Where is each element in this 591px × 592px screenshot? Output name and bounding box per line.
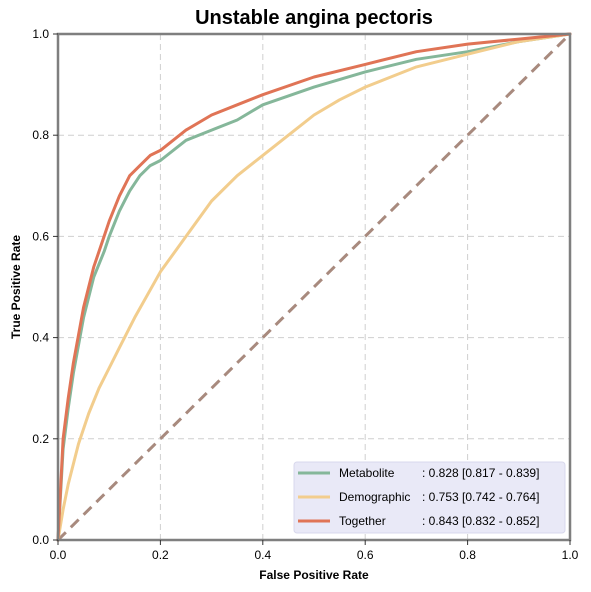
- y-tick-label: 0.4: [32, 331, 49, 345]
- y-tick-label: 0.6: [32, 229, 49, 243]
- y-tick-label: 0.8: [32, 128, 49, 142]
- legend-auc-metabolite: : 0.828 [0.817 - 0.839]: [422, 466, 539, 480]
- series-line-together: [56, 32, 572, 542]
- grid-layer: [58, 34, 570, 540]
- series-layer: [56, 32, 572, 542]
- diagonal-layer: [56, 32, 572, 542]
- legend-label-together: Together: [339, 514, 386, 528]
- chart-title: Unstable angina pectoris: [195, 7, 433, 29]
- series-line-metabolite: [56, 32, 572, 542]
- x-tick-label: 1.0: [562, 548, 579, 562]
- legend-auc-together: : 0.843 [0.832 - 0.852]: [422, 514, 539, 528]
- plot-frame: [56, 32, 572, 542]
- chance-diagonal-line: [56, 32, 572, 542]
- x-tick-label: 0.4: [254, 548, 271, 562]
- x-axis-title: False Positive Rate: [259, 568, 369, 582]
- legend-label-demographic: Demographic: [339, 490, 410, 504]
- tick-layer: 0.0 0.2 0.4 0.6 0.8 1.0 0.0 0.2 0.4 0.6 0.8 1.0: [32, 27, 578, 562]
- legend-auc-demographic: : 0.753 [0.742 - 0.764]: [422, 490, 539, 504]
- series-line-demographic: [56, 32, 572, 542]
- x-tick-label: 0.6: [357, 548, 374, 562]
- y-tick-label: 1.0: [32, 27, 49, 41]
- x-tick-label: 0.2: [152, 548, 169, 562]
- legend-box: [293, 461, 566, 534]
- legend-label-metabolite: Metabolite: [339, 466, 395, 480]
- y-tick-label: 0.2: [32, 432, 49, 446]
- y-axis-title: True Positive Rate: [9, 235, 23, 339]
- x-tick-label: 0.8: [459, 548, 476, 562]
- legend: Metabolite : 0.828 [0.817 - 0.839] Demogra…: [293, 461, 566, 534]
- y-tick-label: 0.0: [32, 533, 49, 547]
- x-tick-label: 0.0: [50, 548, 67, 562]
